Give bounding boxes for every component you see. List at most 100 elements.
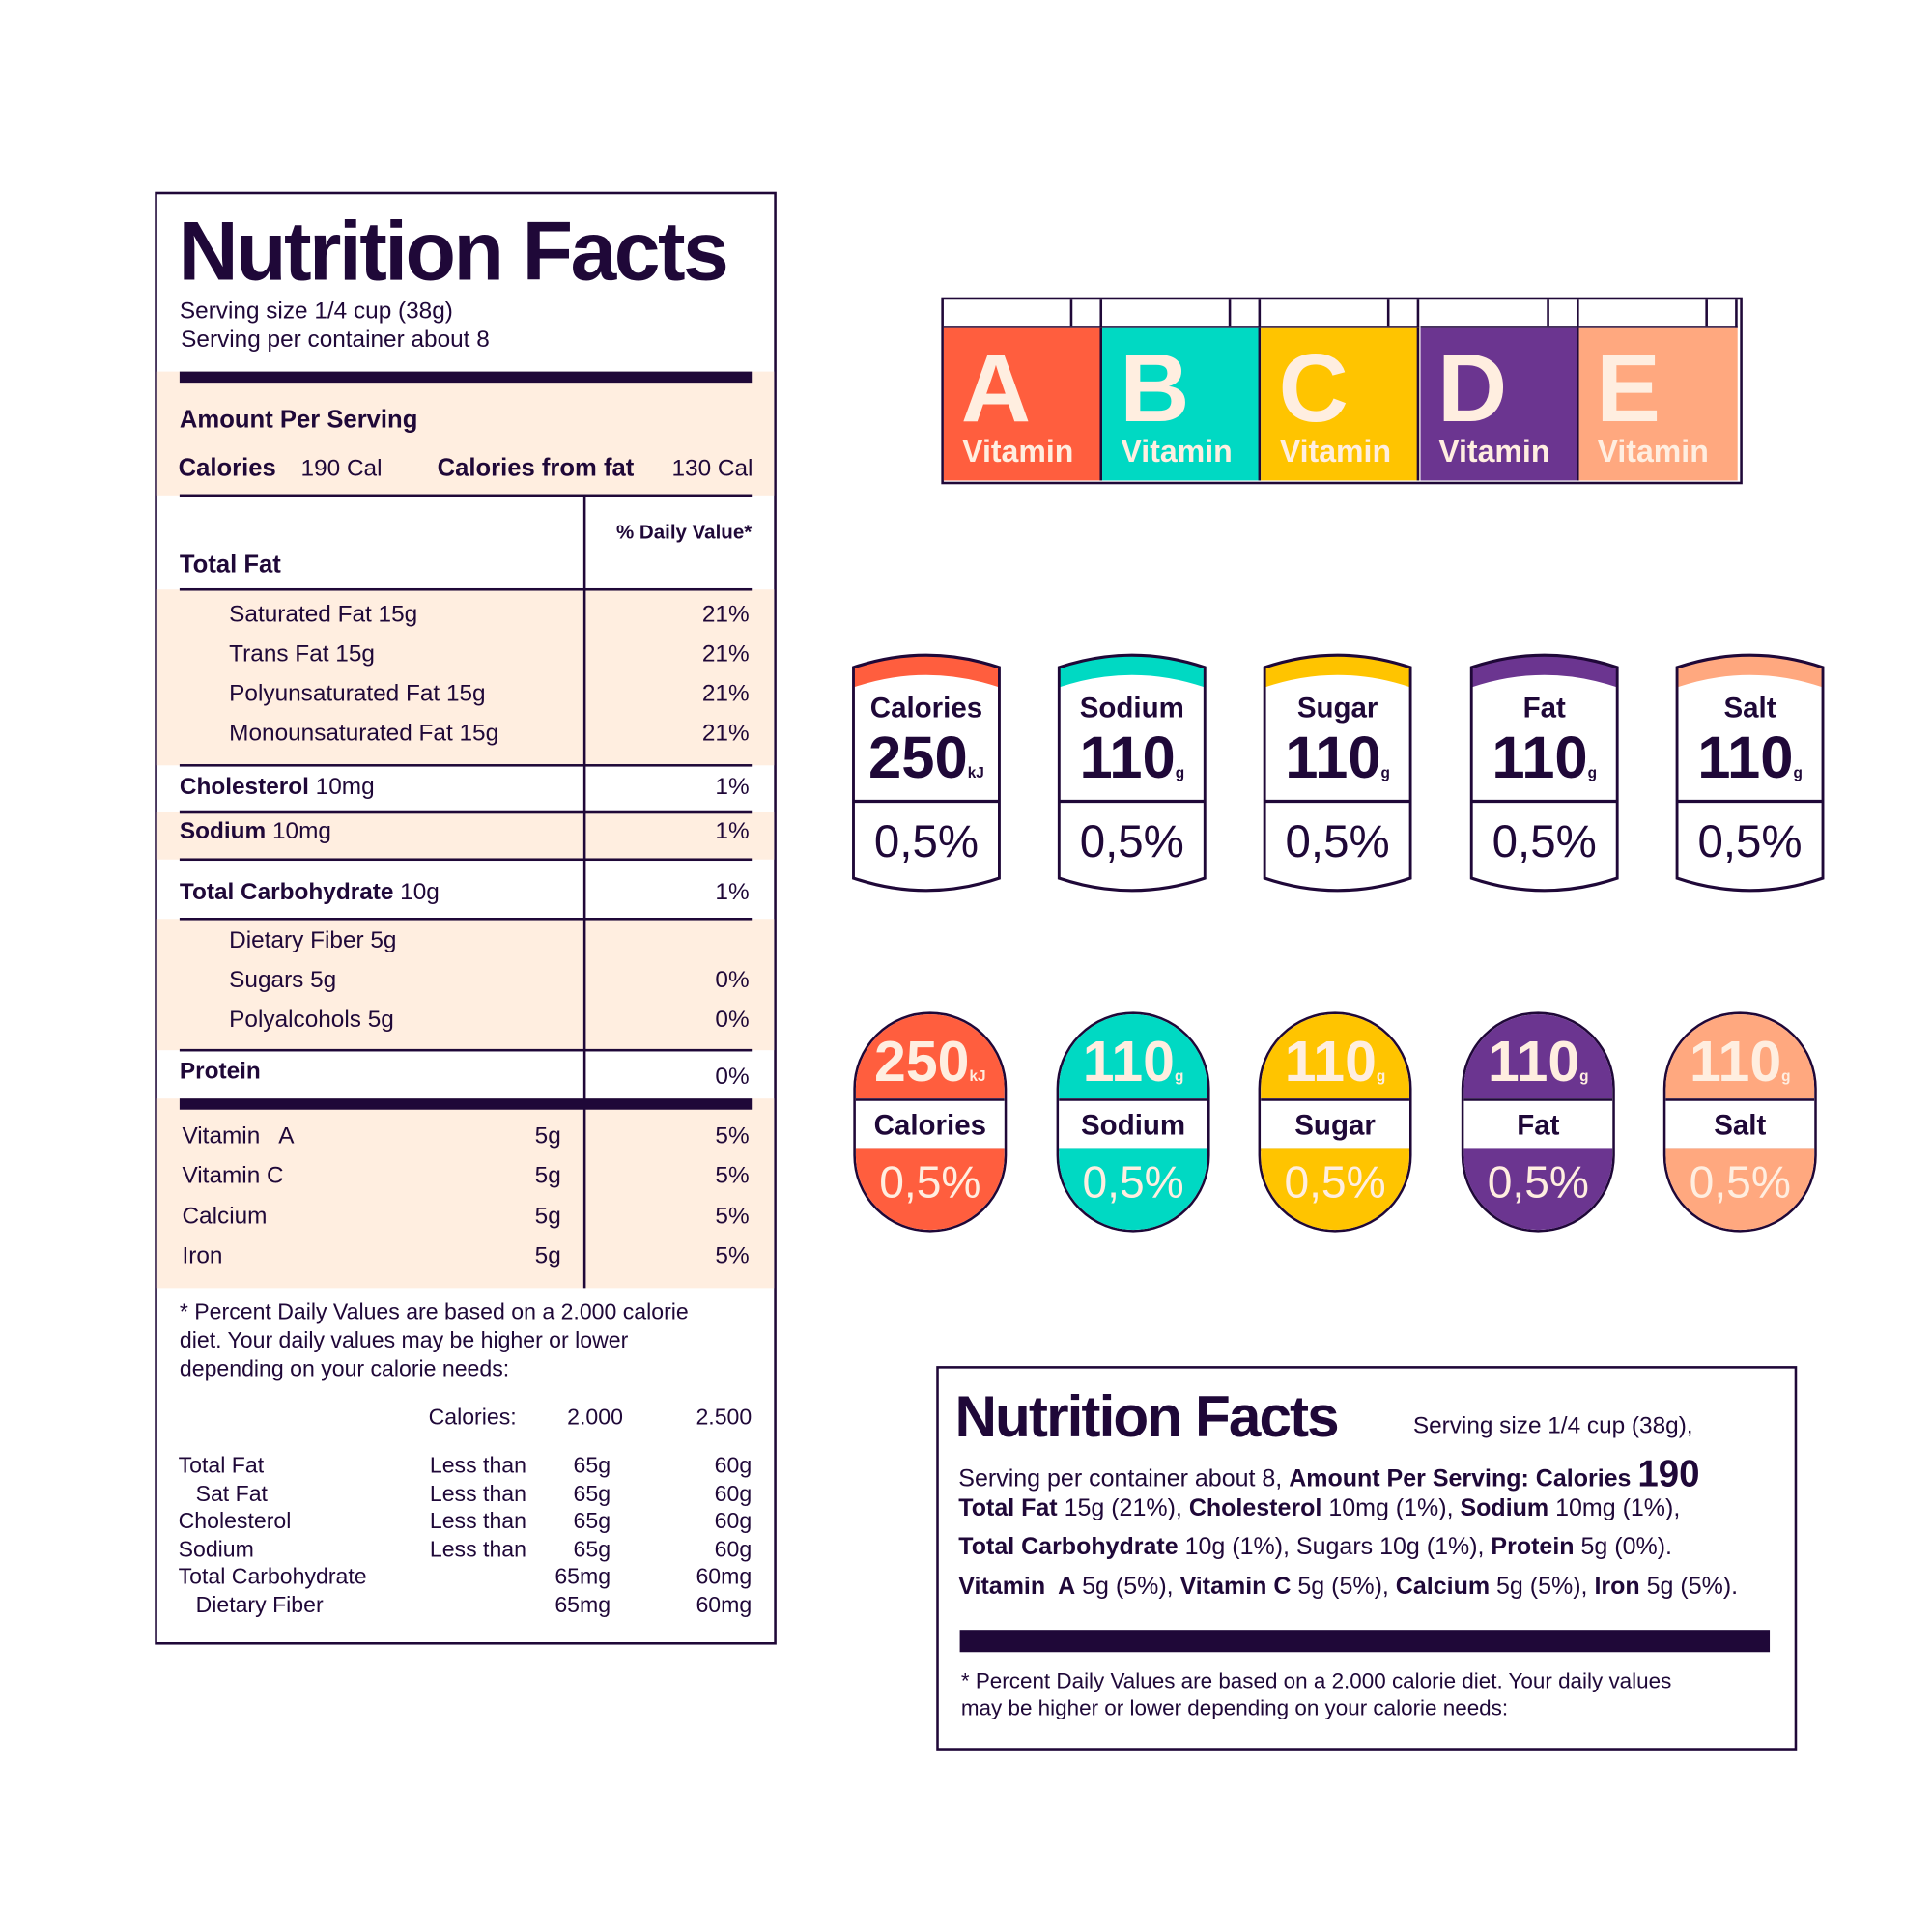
daily-value-header: % Daily Value* bbox=[615, 523, 753, 544]
divider bbox=[179, 587, 753, 591]
servings-per-container: Serving per container about 8 bbox=[181, 327, 490, 354]
nutrient-pct: 21% bbox=[701, 681, 750, 708]
badge-shape bbox=[1675, 653, 1825, 893]
nutrient-name: Protein bbox=[179, 1059, 261, 1086]
nutrient-pct: 1% bbox=[715, 879, 750, 906]
vitamin-word: Vitamin bbox=[962, 434, 1074, 469]
badge-shape bbox=[1469, 653, 1619, 893]
ref-condition: Less than bbox=[429, 1452, 526, 1478]
nutrient-pct: 21% bbox=[701, 641, 750, 668]
vitamin-tab-box bbox=[1419, 299, 1579, 328]
coin-value: 250 bbox=[874, 1029, 970, 1094]
ref-condition: Less than bbox=[429, 1480, 526, 1506]
ref-header-2500: 2.500 bbox=[696, 1404, 753, 1430]
nutrient-amount: 10g bbox=[400, 879, 440, 906]
ref-name: Total Carbohydrate bbox=[178, 1564, 367, 1590]
coin-percent: 0,5% bbox=[1665, 1148, 1815, 1231]
compact-text-run: Cholesterol bbox=[1188, 1494, 1322, 1522]
vitamin-word: Vitamin bbox=[1279, 434, 1392, 469]
compact-serving-size: Serving size 1/4 cup (38g), bbox=[1412, 1412, 1693, 1439]
ref-name: Total Fat bbox=[178, 1452, 265, 1478]
badge-value: 110 bbox=[1697, 725, 1794, 792]
nutrient-pct: 0% bbox=[715, 1007, 750, 1034]
nutrient-pct: 5% bbox=[715, 1243, 750, 1269]
nutrient-pct: 5% bbox=[715, 1203, 750, 1230]
ref-2500: 60mg bbox=[696, 1564, 753, 1590]
footnote-line: * Percent Daily Values are based on a 2.… bbox=[179, 1298, 689, 1324]
amount-per-serving: Amount Per Serving bbox=[179, 406, 418, 434]
coin-percent: 0,5% bbox=[1463, 1148, 1613, 1231]
ref-condition: Less than bbox=[429, 1536, 526, 1562]
compact-text-run: 15g (21%), bbox=[1057, 1494, 1189, 1522]
coin-value: 110 bbox=[1689, 1029, 1782, 1094]
compact-text-run: 10g (1%), Sugars 10g (1%), bbox=[1178, 1533, 1492, 1561]
ref-2500: 60g bbox=[714, 1536, 753, 1562]
ref-2000: 65mg bbox=[554, 1592, 611, 1618]
compact-line-2: Total Fat 15g (21%), Cholesterol 10mg (1… bbox=[958, 1494, 1680, 1522]
badge-percent: 0,5% bbox=[873, 815, 980, 867]
ref-2000: 65g bbox=[573, 1536, 611, 1562]
vitamin-word: Vitamin bbox=[1438, 434, 1550, 469]
nutrient-pct: 1% bbox=[715, 774, 750, 801]
label-title: Nutrition Facts bbox=[178, 205, 729, 298]
badge-value: 250 bbox=[868, 725, 968, 792]
compact-title: Nutrition Facts bbox=[954, 1383, 1339, 1449]
nutrient-name: Vitamin A bbox=[182, 1122, 295, 1150]
vitamin-letter: C bbox=[1278, 332, 1349, 442]
compact-text-run: 5g (0%). bbox=[1574, 1533, 1673, 1561]
badge-unit: g bbox=[1793, 764, 1803, 781]
compact-nutrition-label bbox=[936, 1366, 1798, 1751]
nutrient-pct: 21% bbox=[701, 602, 750, 628]
coin-value: 110 bbox=[1082, 1029, 1175, 1094]
vitamin-b-cell: B Vitamin bbox=[1102, 327, 1262, 481]
compact-text-run: 5g (5%), bbox=[1291, 1573, 1396, 1601]
nutrient-name: Total Carbohydrate bbox=[179, 879, 394, 906]
nutrient-pct: 5% bbox=[715, 1122, 750, 1150]
vitamin-letter: A bbox=[960, 332, 1032, 442]
shaded-band bbox=[156, 371, 775, 496]
vitamin-c-cell: C Vitamin bbox=[1261, 327, 1420, 481]
compact-text-run: 5g (5%), bbox=[1490, 1573, 1595, 1601]
vitamin-tab-box bbox=[1102, 299, 1262, 328]
calories-value: 190 Cal bbox=[300, 455, 383, 482]
nutrient-amount: 10mg bbox=[315, 774, 375, 801]
nutrient-name: Trans Fat 15g bbox=[229, 641, 375, 668]
compact-text-run: 5g (5%), bbox=[1075, 1573, 1180, 1601]
nutrient-amount: 10mg bbox=[271, 818, 331, 845]
ref-2500: 60g bbox=[714, 1508, 753, 1534]
vitamin-tab-small-box bbox=[1229, 299, 1259, 327]
compact-text-run: Serving per container about 8, bbox=[958, 1464, 1290, 1492]
badge-percent: 0,5% bbox=[1079, 815, 1184, 867]
badge-shape bbox=[1263, 653, 1412, 893]
nutrition-facts-label bbox=[155, 191, 777, 1645]
ref-header-label: Calories: bbox=[428, 1404, 517, 1430]
compact-text-run: 10mg (1%), bbox=[1321, 1494, 1461, 1522]
compact-text-run: Iron bbox=[1594, 1573, 1640, 1601]
coin-unit: g bbox=[1174, 1067, 1184, 1086]
vitamin-tab-box bbox=[1261, 299, 1420, 328]
nutrient-badge-salt: Salt 110g 0,5% bbox=[1675, 653, 1825, 894]
calories-from-fat-value: 130 Cal bbox=[671, 455, 753, 482]
coin-unit: g bbox=[1579, 1067, 1589, 1086]
nutrient-pct: 5% bbox=[715, 1163, 750, 1190]
badge-percent: 0,5% bbox=[1285, 815, 1390, 867]
vitamin-tab-box bbox=[1578, 299, 1738, 328]
shaded-band bbox=[156, 1098, 775, 1289]
ref-condition: Less than bbox=[429, 1508, 526, 1534]
coin-value: 110 bbox=[1284, 1029, 1377, 1094]
ref-2000: 65g bbox=[573, 1480, 611, 1506]
coin-unit: kJ bbox=[969, 1067, 986, 1086]
compact-text-run: Vitamin A bbox=[958, 1573, 1076, 1601]
nutrient-name: Dietary Fiber 5g bbox=[229, 927, 397, 954]
badge-label: Sugar bbox=[1296, 691, 1378, 724]
coin-label: Sugar bbox=[1261, 1098, 1409, 1151]
ref-2500: 60g bbox=[714, 1452, 753, 1478]
compact-text-run: Amount Per Serving: Calories bbox=[1289, 1464, 1638, 1492]
badge-shape bbox=[1057, 653, 1207, 893]
compact-text-run: Calcium bbox=[1395, 1573, 1491, 1601]
badge-shape bbox=[852, 653, 1001, 893]
calories-label: Calories bbox=[178, 454, 276, 482]
ref-2500: 60mg bbox=[696, 1592, 753, 1618]
coin-unit: g bbox=[1376, 1067, 1386, 1086]
footnote-line: depending on your calorie needs: bbox=[179, 1355, 510, 1381]
